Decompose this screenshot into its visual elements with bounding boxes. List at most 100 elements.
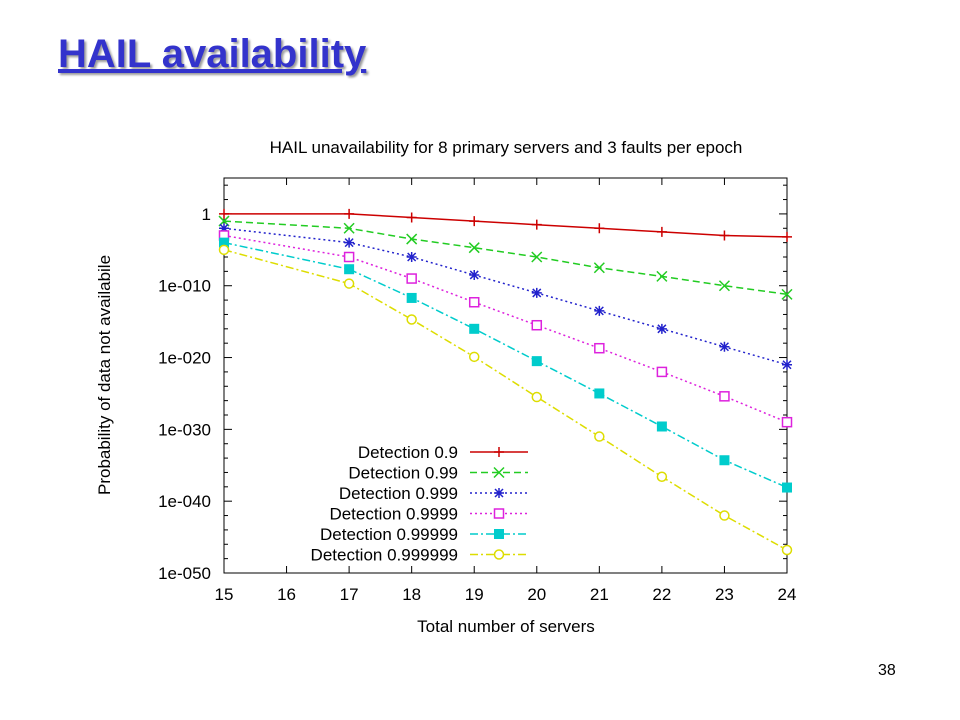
data-point [656, 471, 668, 483]
chart-title: HAIL unavailability for 8 primary server… [270, 138, 743, 157]
x-axis-label: Total number of servers [417, 617, 595, 636]
data-point [531, 287, 542, 298]
data-point [594, 342, 605, 354]
legend-label: Detection 0.9 [358, 443, 458, 462]
x-tick-label: 17 [340, 585, 359, 604]
data-point [406, 314, 417, 325]
x-tick-label: 19 [465, 585, 484, 604]
data-point [344, 264, 355, 275]
y-tick-label: 1e-030 [158, 420, 211, 439]
data-point [594, 305, 605, 316]
series-5 [219, 237, 792, 493]
series-line [223, 241, 788, 489]
x-tick-label: 23 [715, 585, 734, 604]
legend-label: Detection 0.999 [339, 484, 458, 503]
plot-frame [223, 177, 788, 574]
y-tick-label: 1e-050 [158, 564, 211, 583]
y-tick-label: 1e-010 [158, 277, 211, 296]
data-point [493, 508, 505, 519]
series-4 [218, 230, 793, 428]
legend-label: Detection 0.999999 [311, 546, 458, 565]
data-point [719, 341, 730, 352]
data-point [531, 219, 542, 230]
y-axis-label: Probability of data not availabile [95, 255, 114, 495]
series-1 [219, 208, 792, 242]
y-tick-label: 1 [202, 205, 211, 224]
series-group [218, 208, 793, 556]
data-point [494, 529, 504, 539]
data-point [656, 421, 667, 432]
x-tick-label: 24 [778, 585, 797, 604]
data-point [719, 510, 730, 521]
y-axis: 1 1e-010 1e-020 1e-030 1e-040 1e-050 [158, 184, 787, 583]
data-point [218, 244, 230, 256]
data-point [781, 288, 793, 300]
data-point [469, 216, 480, 227]
series-line [224, 213, 788, 238]
legend-label: Detection 0.9999 [329, 505, 458, 524]
data-point [406, 252, 417, 262]
page-number: 38 [878, 662, 896, 679]
data-point [531, 319, 543, 331]
data-point [343, 251, 355, 263]
x-tick-label: 15 [215, 585, 234, 604]
data-point [719, 391, 730, 402]
series-line [223, 234, 788, 423]
data-point [781, 416, 793, 428]
data-point [468, 351, 480, 363]
data-point [494, 447, 504, 457]
x-tick-label: 21 [590, 585, 609, 604]
data-point [219, 223, 229, 234]
data-point [493, 466, 505, 479]
data-point [593, 262, 605, 274]
data-point [406, 292, 417, 303]
data-point [656, 323, 667, 334]
data-point [406, 233, 418, 245]
data-point [719, 455, 730, 466]
data-point [494, 488, 504, 498]
data-point [469, 323, 480, 334]
x-tick-label: 22 [652, 585, 671, 604]
series-3 [219, 223, 792, 370]
data-point [782, 482, 792, 493]
y-tick-label: 1e-020 [158, 349, 211, 368]
x-axis: 15 16 17 18 19 20 21 22 23 24 [215, 178, 797, 604]
data-point [406, 212, 417, 223]
data-point [782, 231, 792, 242]
series-line [223, 220, 788, 296]
data-point [343, 222, 355, 234]
series-2 [218, 215, 793, 300]
data-point [531, 356, 542, 367]
data-point [219, 208, 229, 219]
data-point [782, 359, 792, 370]
data-point [406, 273, 417, 284]
slide-title: HAIL availability [58, 32, 367, 76]
x-tick-label: 20 [527, 585, 546, 604]
data-point [781, 544, 793, 556]
data-point [718, 280, 730, 292]
data-point [344, 208, 355, 219]
y-tick-label: 1e-040 [158, 492, 211, 511]
data-point [469, 269, 480, 280]
data-point [531, 391, 543, 403]
data-point [343, 278, 355, 289]
legend-label: Detection 0.99999 [320, 525, 458, 544]
data-point [468, 296, 480, 308]
data-point [656, 226, 667, 237]
data-point [493, 549, 505, 560]
data-point [719, 230, 730, 241]
data-point [594, 223, 605, 234]
data-point [594, 431, 605, 442]
series-6 [218, 244, 793, 556]
data-point [656, 270, 668, 282]
x-tick-label: 18 [402, 585, 421, 604]
legend-label: Detection 0.99 [348, 464, 458, 483]
data-point [344, 237, 355, 248]
data-point [468, 242, 480, 254]
series-line [223, 227, 788, 366]
data-point [656, 366, 668, 378]
series-line [223, 249, 788, 551]
x-tick-label: 16 [277, 585, 296, 604]
